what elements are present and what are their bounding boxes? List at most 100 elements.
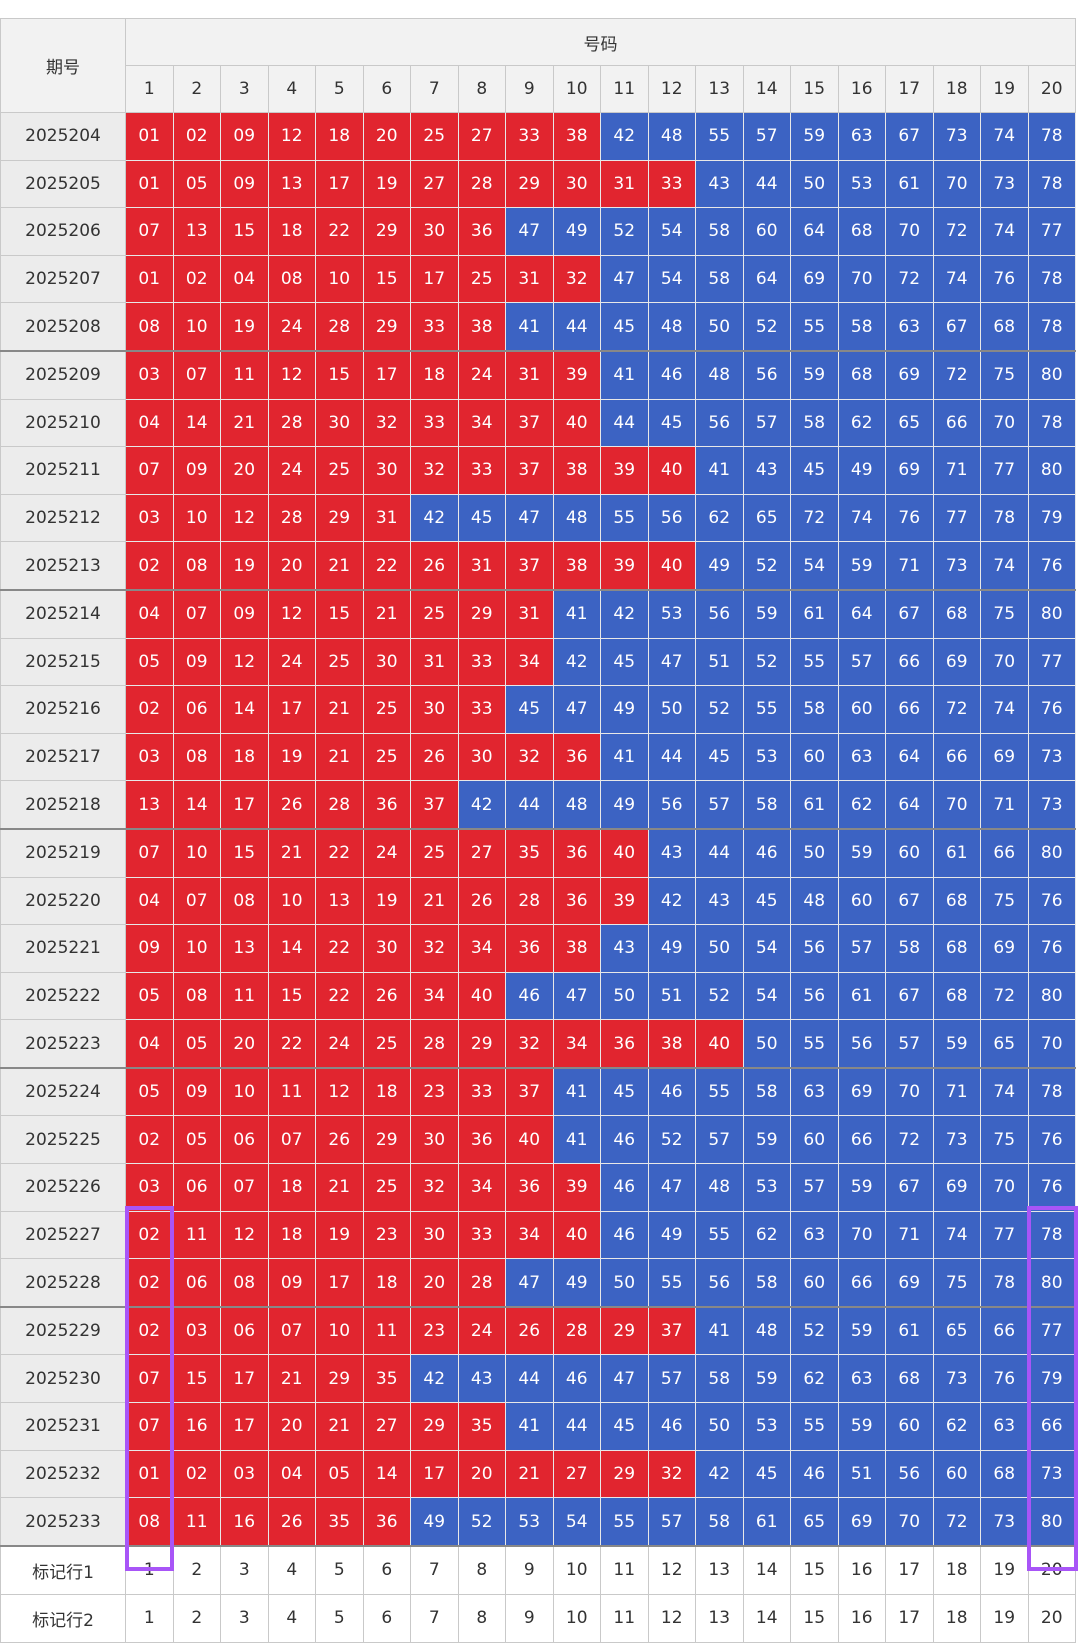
number-cell: 71 — [980, 780, 1029, 830]
number-cell: 45 — [647, 398, 696, 448]
number-cell: 61 — [742, 1497, 791, 1547]
number-cell: 22 — [315, 971, 364, 1021]
number-cell: 21 — [362, 589, 411, 639]
number-cell: 67 — [885, 589, 934, 639]
number-cell: 14 — [172, 398, 221, 448]
number-cell: 26 — [457, 876, 506, 926]
number-cell: 06 — [220, 1306, 269, 1356]
number-cell: 21 — [267, 828, 316, 878]
number-cell: 54 — [647, 207, 696, 256]
number-cell: 56 — [790, 924, 839, 973]
number-cell: 29 — [600, 1306, 649, 1356]
number-cell: 19 — [220, 541, 269, 591]
number-cell: 47 — [505, 207, 554, 256]
number-cell: 29 — [505, 159, 554, 209]
marker-cell: 14 — [742, 1593, 791, 1643]
number-cell: 18 — [267, 207, 316, 256]
number-cell: 62 — [932, 1402, 981, 1451]
number-cell: 32 — [410, 924, 459, 973]
number-cell: 57 — [837, 637, 886, 687]
number-cell: 25 — [410, 828, 459, 878]
number-cell: 09 — [267, 1258, 316, 1308]
number-cell: 07 — [267, 1306, 316, 1356]
number-cell: 78 — [1027, 1210, 1076, 1260]
number-cell: 20 — [267, 1402, 316, 1451]
period-cell: 2025214 — [0, 589, 126, 639]
number-cell: 63 — [980, 1402, 1029, 1451]
number-cell: 33 — [457, 446, 506, 495]
number-cell: 23 — [362, 1210, 411, 1260]
number-cell: 24 — [267, 446, 316, 495]
number-cell: 50 — [695, 924, 744, 973]
marker-cell: 10 — [552, 1593, 601, 1643]
number-cell: 23 — [410, 1067, 459, 1117]
number-cell: 11 — [172, 1497, 221, 1547]
number-cell: 13 — [315, 876, 364, 926]
marker-cell: 3 — [220, 1545, 269, 1595]
number-cell: 01 — [125, 112, 174, 161]
number-cell: 80 — [1027, 589, 1076, 639]
number-cell: 43 — [647, 828, 696, 878]
period-cell: 2025232 — [0, 1449, 126, 1499]
number-cell: 32 — [647, 1449, 696, 1499]
number-cell: 73 — [980, 159, 1029, 209]
draw-row: 2025206 07 13 15 18 22 29 30 36 47 49 52 54 58 60 64 68 7… — [0, 207, 1076, 256]
numbers-header: 号码 — [125, 18, 1076, 66]
number-cell: 26 — [410, 541, 459, 591]
number-cell: 22 — [315, 924, 364, 973]
number-cell: 36 — [600, 1019, 649, 1069]
number-cell: 41 — [505, 302, 554, 352]
number-cell: 59 — [790, 350, 839, 400]
marker-cell: 6 — [362, 1593, 411, 1643]
draw-row: 2025208 08 10 19 24 28 29 33 38 41 44 45 48 50 52 55 58 6… — [0, 302, 1076, 352]
number-cell: 67 — [885, 112, 934, 161]
number-cell: 60 — [790, 1258, 839, 1308]
number-cell: 50 — [742, 1019, 791, 1069]
number-cell: 12 — [220, 493, 269, 543]
number-cell: 22 — [362, 541, 411, 591]
number-cell: 21 — [315, 541, 364, 591]
number-cell: 65 — [932, 1306, 981, 1356]
number-cell: 56 — [885, 1449, 934, 1499]
number-cell: 20 — [410, 1258, 459, 1308]
number-cell: 13 — [125, 780, 174, 830]
number-cell: 02 — [125, 685, 174, 734]
draw-row: 2025213 02 08 19 20 21 22 26 31 37 38 39 40 49 52 54 59 7… — [0, 541, 1076, 591]
number-cell: 01 — [125, 1449, 174, 1499]
number-cell: 21 — [410, 876, 459, 926]
number-cell: 37 — [505, 1067, 554, 1117]
number-cell: 18 — [267, 1163, 316, 1212]
draw-row: 2025218 13 14 17 26 28 36 37 42 44 48 49 56 57 58 61 62 6… — [0, 780, 1076, 830]
number-cell: 36 — [362, 780, 411, 830]
number-cell: 11 — [267, 1067, 316, 1117]
number-cell: 76 — [1027, 541, 1076, 591]
number-cell: 16 — [220, 1497, 269, 1547]
period-cell: 2025219 — [0, 828, 126, 878]
number-cell: 64 — [885, 732, 934, 782]
number-cell: 73 — [932, 112, 981, 161]
number-cell: 73 — [1027, 732, 1076, 782]
number-cell: 64 — [790, 207, 839, 256]
number-cell: 05 — [172, 159, 221, 209]
number-cell: 40 — [505, 1115, 554, 1165]
number-cell: 59 — [837, 541, 886, 591]
number-cell: 77 — [980, 446, 1029, 495]
number-cell: 21 — [315, 685, 364, 734]
number-cell: 33 — [457, 1210, 506, 1260]
number-cell: 11 — [220, 971, 269, 1021]
number-cell: 25 — [315, 446, 364, 495]
number-cell: 08 — [125, 1497, 174, 1547]
number-cell: 77 — [932, 493, 981, 543]
number-cell: 47 — [552, 685, 601, 734]
draw-row: 2025226 03 06 07 18 21 25 32 34 36 39 46 47 48 53 57 59 6… — [0, 1163, 1076, 1212]
number-cell: 33 — [457, 685, 506, 734]
number-cell: 15 — [315, 589, 364, 639]
number-cell: 10 — [315, 1306, 364, 1356]
marker-cell: 9 — [505, 1593, 554, 1643]
number-cell: 55 — [742, 685, 791, 734]
marker-cell: 5 — [315, 1545, 364, 1595]
number-cell: 68 — [885, 1354, 934, 1404]
number-cell: 52 — [742, 637, 791, 687]
number-cell: 63 — [837, 1354, 886, 1404]
number-cell: 19 — [267, 732, 316, 782]
